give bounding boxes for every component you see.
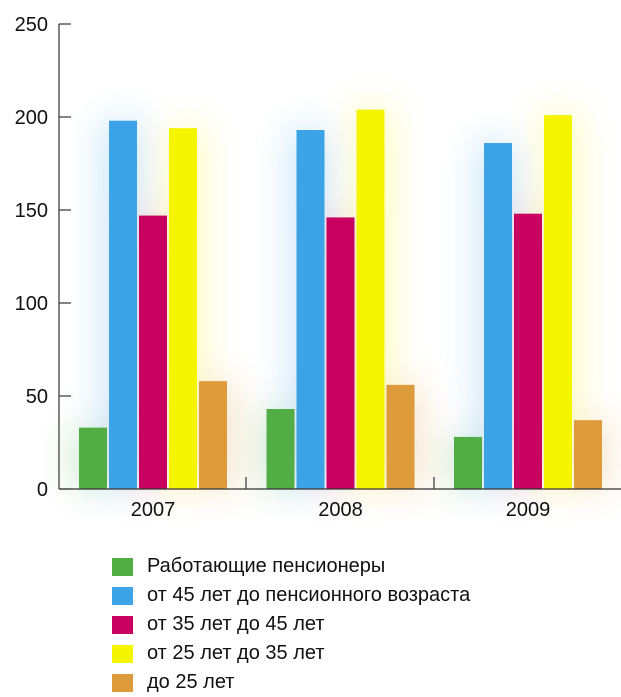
bar	[326, 217, 355, 489]
bar-chart: 0 50 100 150 200 250 2007 2008 2009	[15, 14, 621, 521]
bar	[266, 409, 295, 489]
x-tick-label: 2009	[506, 499, 551, 521]
legend-swatch	[112, 615, 133, 634]
y-tick-label: 50	[26, 386, 48, 408]
bar	[296, 130, 325, 489]
x-tick-label: 2007	[131, 499, 176, 521]
bars-layer	[79, 109, 602, 490]
bar	[199, 381, 227, 489]
legend-item: от 45 лет до пенсионного возраста	[112, 581, 470, 610]
legend-item: Работающие пенсионеры	[112, 552, 470, 581]
legend-item: от 25 лет до 35 лет	[112, 639, 470, 668]
legend: Работающие пенсионеры от 45 лет до пенсио…	[112, 552, 470, 697]
bar	[386, 384, 415, 489]
y-tick-label: 250	[15, 14, 48, 36]
bar	[574, 420, 602, 489]
bar	[79, 427, 107, 489]
bar	[169, 128, 197, 489]
bar	[139, 215, 167, 489]
bar	[356, 109, 385, 489]
x-tick-label: 2008	[318, 499, 363, 521]
bar	[544, 115, 572, 489]
bar	[484, 143, 512, 490]
legend-label: от 25 лет до 35 лет	[147, 642, 325, 664]
y-tick-label: 100	[15, 293, 48, 315]
legend-swatch	[112, 586, 133, 605]
legend-swatch	[112, 644, 133, 663]
y-tick-label: 200	[15, 107, 48, 129]
legend-label: от 45 лет до пенсионного возраста	[147, 584, 471, 606]
legend-label: от 35 лет до 45 лет	[147, 613, 325, 635]
legend-label: до 25 лет	[147, 671, 235, 693]
y-tick-label: 0	[37, 479, 48, 501]
bar	[454, 436, 482, 489]
legend-item: до 25 лет	[112, 668, 470, 697]
legend-label: Работающие пенсионеры	[147, 555, 386, 577]
legend-item: от 35 лет до 45 лет	[112, 610, 470, 639]
bar	[109, 120, 137, 489]
y-tick-label: 150	[15, 200, 48, 222]
legend-swatch	[112, 557, 133, 576]
axes-layer: 0 50 100 150 200 250 2007 2008 2009	[15, 14, 621, 521]
bar	[514, 213, 542, 489]
legend-swatch	[112, 673, 133, 692]
